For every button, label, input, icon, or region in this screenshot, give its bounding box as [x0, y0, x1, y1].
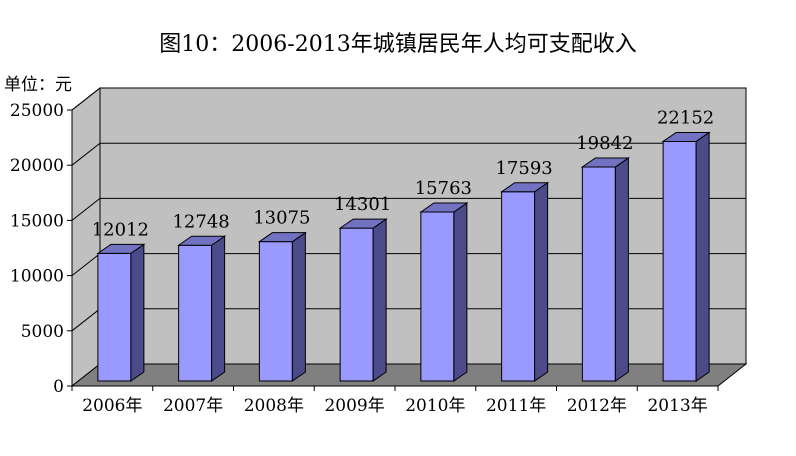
- bar-side: [695, 131, 710, 382]
- bar: [96, 243, 146, 382]
- bar: [419, 202, 469, 382]
- bar-side: [211, 235, 226, 382]
- bar-top: [96, 243, 146, 254]
- x-tick-label: 2010年: [405, 396, 465, 416]
- x-tick-label: 2009年: [324, 396, 384, 416]
- bar-top: [661, 131, 711, 142]
- bar-front: [339, 227, 374, 382]
- x-tick-label: 2011年: [486, 396, 546, 416]
- bar-top: [338, 218, 388, 229]
- y-tick-label: 0: [53, 377, 64, 397]
- data-label: 15763: [415, 178, 472, 199]
- bar-front: [662, 140, 697, 382]
- bar-front: [258, 241, 293, 382]
- bar-front: [420, 211, 455, 382]
- x-tick-label: 2013年: [647, 396, 707, 416]
- bar: [338, 218, 388, 382]
- data-label: 14301: [334, 194, 391, 215]
- y-tick-label: 20000: [10, 156, 64, 176]
- data-label: 12748: [172, 211, 229, 232]
- data-label: 13075: [253, 208, 310, 229]
- bar-side: [291, 231, 306, 382]
- x-tick-label: 2008年: [244, 396, 304, 416]
- gridline: [71, 142, 746, 166]
- gridline: [71, 87, 746, 111]
- x-tick-label: 2012年: [567, 396, 627, 416]
- bar-side: [453, 202, 468, 382]
- unit-label: 单位：元: [4, 75, 72, 95]
- chart-title: 图10：2006-2013年城镇居民年人均可支配收入: [159, 32, 637, 57]
- bar: [257, 231, 307, 382]
- data-labels: 12012 12748 13075 14301 15763 17593 19842 22152: [92, 107, 715, 240]
- data-label: 17593: [495, 158, 552, 179]
- data-label: 22152: [657, 107, 714, 128]
- y-tick-label: 15000: [10, 211, 64, 231]
- y-tick-label: 25000: [10, 101, 64, 121]
- bar-side: [614, 156, 629, 382]
- x-tick-labels: 2006年 2007年 2008年 2009年 2010年 2011年 2012年 2013年: [82, 396, 708, 416]
- bar: [500, 181, 550, 382]
- bar-top: [257, 232, 307, 243]
- bar-side: [130, 243, 145, 382]
- bar-top: [419, 202, 469, 213]
- bar-side: [372, 218, 387, 382]
- axes: [67, 109, 719, 391]
- bar: [661, 131, 711, 382]
- data-label: 19842: [576, 133, 633, 154]
- y-tick-label: 5000: [21, 322, 64, 342]
- y-tick-label: 10000: [10, 267, 64, 287]
- x-tick-label: 2007年: [163, 396, 223, 416]
- bar-front: [581, 166, 616, 382]
- bar-side: [534, 181, 549, 382]
- floor: [70, 363, 748, 387]
- bar-front: [178, 244, 213, 382]
- bars: [96, 131, 711, 382]
- y-tick-labels: 0 5000 10000 15000 20000 25000: [10, 101, 64, 397]
- x-tick-label: 2006年: [82, 396, 142, 416]
- bar-top: [500, 182, 550, 193]
- bar-front: [97, 252, 132, 382]
- bar-top: [580, 157, 630, 168]
- bar: [177, 235, 227, 382]
- bar: [580, 156, 630, 382]
- bar-top: [177, 235, 227, 246]
- data-label: 12012: [92, 219, 149, 240]
- chart-walls: [70, 86, 748, 388]
- bar-front: [501, 191, 536, 382]
